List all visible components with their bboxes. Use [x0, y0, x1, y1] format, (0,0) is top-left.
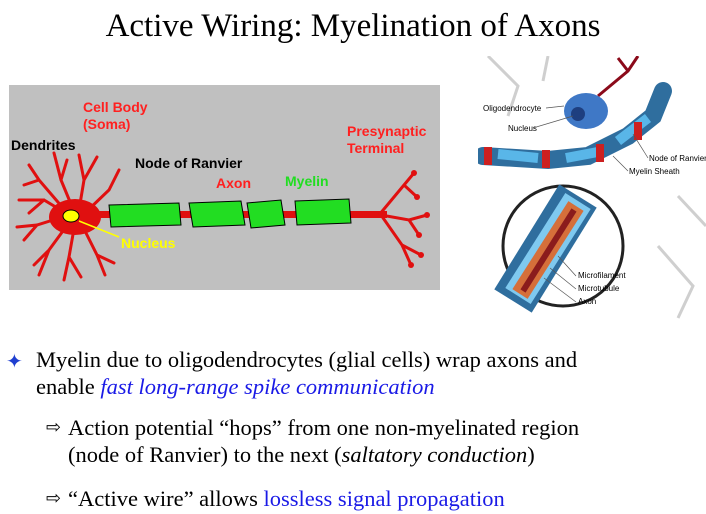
- label-oligodendrocyte: Oligodendrocyte: [483, 104, 542, 113]
- bullet-diamond-icon: ✦: [6, 349, 23, 373]
- bullet-2-line-2-a: (node of Ranvier) to the next (: [68, 442, 342, 467]
- label-axon-right: Axon: [578, 297, 596, 306]
- label-axon: Axon: [216, 175, 251, 191]
- myelin-segments: [108, 198, 352, 229]
- label-myelin-sheath: Myelin Sheath: [629, 167, 680, 176]
- oligodendrocyte-branch: [597, 56, 640, 98]
- axon-terminals: [377, 172, 428, 266]
- label-node-of-ranvier: Node of Ranvier: [135, 155, 243, 171]
- saltatory-conduction-text: saltatory conduction: [341, 442, 528, 467]
- label-nucleus-right: Nucleus: [508, 124, 537, 133]
- arrow-bullet-icon: ⇨: [46, 417, 62, 438]
- label-myelin: Myelin: [285, 173, 329, 189]
- label-soma: (Soma): [83, 116, 130, 132]
- oligodendrocyte-nucleus: [571, 107, 585, 121]
- nodes: [484, 122, 642, 168]
- bullet-3-plain: “Active wire” allows: [68, 486, 264, 511]
- label-nucleus: Nucleus: [121, 235, 176, 251]
- label-presynaptic: Presynaptic: [347, 123, 427, 139]
- bullet-2-line-2: (node of Ranvier) to the next (saltatory…: [68, 442, 706, 468]
- bullet-2-line-2-b: ): [527, 442, 535, 467]
- bullet-1-line-2-text: enable: [36, 374, 101, 399]
- nucleus-shape: [62, 209, 80, 223]
- label-cell-body: Cell Body: [83, 99, 148, 115]
- myelin-anatomy-diagram: Oligodendrocyte Nucleus Node of Ranvier …: [478, 56, 706, 321]
- oligodendrocyte-cell: [564, 93, 608, 129]
- lossless-propagation-text: lossless signal propagation: [263, 486, 505, 511]
- background-neurons: [486, 56, 706, 319]
- label-microfilament: Microfilament: [578, 271, 626, 280]
- bullet-3-line-1: “Active wire” allows lossless signal pro…: [68, 486, 706, 512]
- arrow-bullet-icon: ⇨: [46, 488, 62, 509]
- bullet-2-line-1: Action potential “hops” from one non-mye…: [68, 415, 580, 440]
- label-dendrites: Dendrites: [11, 137, 76, 153]
- neuron-diagram: Cell Body (Soma) Dendrites Node of Ranvi…: [9, 85, 440, 290]
- label-terminal: Terminal: [347, 140, 404, 156]
- bullet-1-line-2: enable fast long-range spike communicati…: [36, 374, 706, 400]
- nucleus-pointer: [78, 220, 120, 238]
- slide-title: Active Wiring: Myelination of Axons: [105, 8, 601, 44]
- label-node-of-ranvier-right: Node of Ranvier: [649, 154, 706, 163]
- label-microtubule: Microtubule: [578, 284, 620, 293]
- fast-communication-text: fast long-range spike communication: [100, 374, 435, 399]
- magnified-axon: [494, 184, 597, 313]
- diagram-background: [9, 85, 440, 290]
- bullet-1-line-1: Myelin due to oligodendrocytes (glial ce…: [36, 347, 578, 372]
